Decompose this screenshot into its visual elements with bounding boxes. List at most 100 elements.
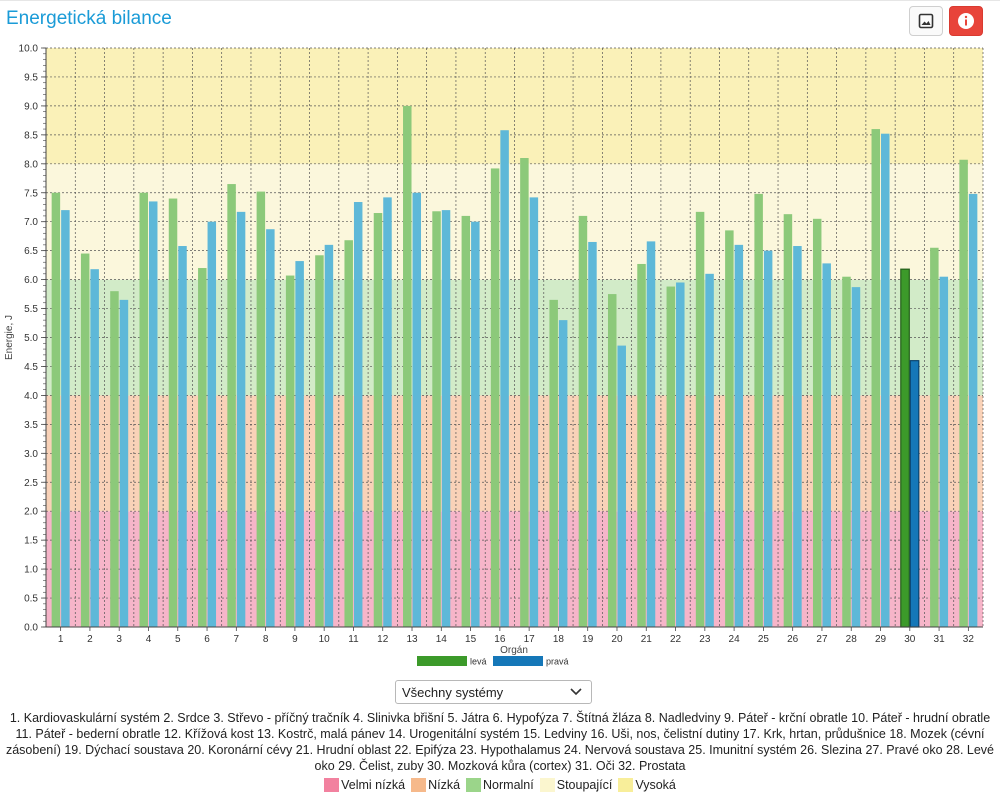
bar-leva-29[interactable] [871,129,881,627]
bar-prava-32[interactable] [968,193,978,627]
bar-leva-8[interactable] [256,191,266,628]
bar-prava-16[interactable] [500,130,509,627]
info-button[interactable] [949,6,983,36]
y-tick-label: 5.5 [24,304,38,315]
y-tick-label: 3.0 [24,449,38,460]
bar-leva-11[interactable] [344,240,353,627]
zone-legend-item: Nízká [411,778,460,792]
bar-leva-9[interactable] [285,275,295,627]
bar-leva-2[interactable] [80,253,90,628]
y-tick-label: 9.0 [24,101,38,112]
x-tick-label: 2 [87,634,93,645]
bar-prava-11[interactable] [353,202,363,627]
bar-leva-3[interactable] [110,291,119,627]
bar-prava-6[interactable] [207,221,217,627]
bar-prava-28[interactable] [851,287,861,627]
legend-label-0: levá [470,657,487,667]
bar-prava-31[interactable] [939,276,949,627]
bar-leva-7[interactable] [227,184,236,627]
bar-leva-32[interactable] [959,159,968,627]
bar-prava-7[interactable] [236,211,246,627]
bar-leva-23[interactable] [695,211,705,627]
bar-leva-10[interactable] [315,255,324,628]
bar-leva-14[interactable] [432,211,441,627]
y-tick-label: 9.5 [24,72,38,83]
bar-prava-17[interactable] [529,197,539,627]
y-tick-label: 1.0 [24,565,38,576]
y-tick-label: 0.0 [24,623,38,634]
bar-leva-19[interactable] [578,215,588,627]
bar-prava-4[interactable] [148,201,158,627]
bar-prava-10[interactable] [324,244,334,628]
x-tick-label: 30 [904,634,916,645]
bar-leva-26[interactable] [783,214,793,627]
bar-prava-18[interactable] [558,320,568,627]
bar-leva-18[interactable] [549,299,558,627]
bar-prava-2[interactable] [90,269,99,627]
bar-prava-29[interactable] [881,133,890,627]
bar-prava-27[interactable] [822,263,831,627]
bar-leva-31[interactable] [930,247,939,627]
zone-legend-item: Velmi nízká [324,778,405,792]
x-tick-label: 17 [524,634,536,645]
bar-leva-30[interactable] [900,268,910,628]
bar-leva-28[interactable] [842,276,851,627]
zone-legend-item: Stoupající [539,778,612,792]
bar-leva-17[interactable] [520,158,529,627]
bar-leva-20[interactable] [607,294,617,627]
y-tick-label: 2.5 [24,478,38,489]
bar-prava-30[interactable] [909,360,920,628]
axes: 0.0 0.5 1.0 1.5 2.0 2.5 3.0 3.5 4.0 4.5 5.0 5.5 6.0 6… [19,44,983,645]
system-select-value: Všechny systémy [402,684,504,700]
zone-swatch [411,778,427,792]
x-tick-label: 7 [234,634,240,645]
x-tick-label: 3 [116,634,122,645]
x-tick-label: 26 [787,634,799,645]
bar-leva-16[interactable] [490,168,500,627]
bar-prava-21[interactable] [646,241,656,628]
x-tick-label: 9 [292,634,298,645]
zone-swatch [466,778,482,792]
bar-leva-24[interactable] [725,230,734,627]
series-legend: levá pravá [417,656,569,667]
zone-label: Velmi nízká [341,778,406,792]
bar-prava-15[interactable] [471,221,480,627]
x-tick-label: 32 [963,634,975,645]
bar-prava-3[interactable] [119,299,129,627]
bar-leva-22[interactable] [666,286,676,627]
bar-leva-5[interactable] [168,198,178,628]
bar-leva-12[interactable] [373,213,383,627]
bar-leva-6[interactable] [198,268,207,627]
bar-prava-19[interactable] [588,241,597,627]
x-tick-label: 23 [699,634,711,645]
bar-prava-24[interactable] [734,244,744,628]
bar-prava-9[interactable] [295,261,304,627]
zone-legend-item: Vysoká [618,778,676,792]
bar-prava-13[interactable] [412,192,422,627]
x-tick-label: 29 [875,634,887,645]
bar-prava-12[interactable] [383,197,392,627]
bar-prava-8[interactable] [266,229,275,628]
bar-prava-25[interactable] [763,250,773,627]
bar-leva-25[interactable] [754,193,763,627]
bar-leva-13[interactable] [403,105,412,627]
bar-leva-15[interactable] [461,215,471,627]
bar-prava-26[interactable] [793,246,802,627]
bar-leva-21[interactable] [637,263,646,627]
bar-prava-20[interactable] [617,345,626,627]
bar-leva-1[interactable] [51,192,61,627]
bar-prava-22[interactable] [676,282,685,627]
bar-prava-5[interactable] [178,246,187,627]
zone-legend-item: Normalní [466,778,534,792]
system-select[interactable]: Všechny systémy [395,680,592,704]
x-tick-label: 28 [846,634,858,645]
x-tick-label: 1 [58,634,64,645]
bar-leva-4[interactable] [139,192,148,627]
x-tick-label: 19 [582,634,594,645]
bar-prava-14[interactable] [441,210,451,627]
x-tick-label: 16 [494,634,506,645]
bar-leva-27[interactable] [812,218,822,627]
bar-prava-23[interactable] [705,273,714,627]
bar-prava-1[interactable] [61,210,70,627]
export-image-button[interactable] [909,6,943,36]
